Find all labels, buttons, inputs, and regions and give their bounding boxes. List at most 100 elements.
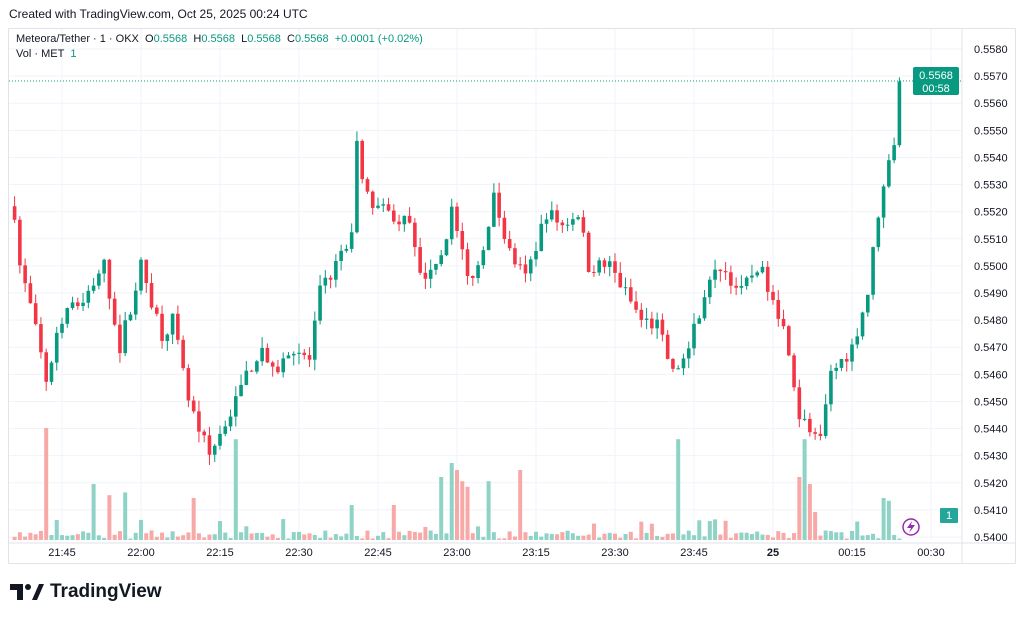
price-tick-label: 0.5480 <box>974 315 1008 327</box>
grid <box>9 29 1015 563</box>
volume-bar <box>681 534 686 540</box>
volume-bar <box>376 535 380 540</box>
volume-bar <box>676 439 681 540</box>
candle-body <box>660 319 665 335</box>
volume-bar <box>744 532 749 540</box>
volume-bar <box>170 531 175 540</box>
volume-bar <box>365 530 370 540</box>
candle-body <box>887 160 891 187</box>
volume-bar <box>602 533 607 540</box>
volume-bar <box>60 535 64 540</box>
candle-body <box>676 368 680 370</box>
volume-bar <box>792 533 797 540</box>
volume-bar <box>581 535 586 540</box>
volume-bar <box>297 531 301 540</box>
volume-bar <box>123 492 128 540</box>
candle-body <box>502 217 507 240</box>
candle-body <box>434 264 438 270</box>
volume-bar <box>734 533 739 540</box>
volume-bar <box>628 531 633 540</box>
candle-body <box>139 259 143 291</box>
volume-bar <box>771 537 775 540</box>
volume-bar <box>897 538 902 540</box>
volume-label[interactable]: Vol · MET <box>16 48 65 60</box>
candle-body <box>897 81 902 146</box>
candle-body <box>270 362 275 367</box>
volume-bar <box>423 526 428 540</box>
price-tick-label: 0.5420 <box>974 478 1008 490</box>
candle-body <box>228 416 233 427</box>
candle-body <box>455 206 459 231</box>
symbol-title[interactable]: Meteora/Tether · 1 · OKX <box>16 33 139 45</box>
volume-bar <box>486 481 491 540</box>
candle-body <box>471 276 475 279</box>
candle-body <box>702 297 707 319</box>
candle-body <box>523 264 528 274</box>
candle-body <box>881 186 886 218</box>
candle-body <box>23 265 27 284</box>
candle-body <box>323 277 328 286</box>
volume-bar <box>797 477 802 540</box>
candle-body <box>365 179 370 192</box>
volume-bar <box>218 521 222 540</box>
candle-body <box>370 191 375 208</box>
candle-body <box>655 319 659 329</box>
candle-body <box>149 283 154 308</box>
candles <box>12 77 902 465</box>
candle-body <box>776 300 781 319</box>
time-tick-label: 21:45 <box>48 547 76 559</box>
candle-body <box>144 259 149 284</box>
volume-bar <box>349 505 354 540</box>
volume-bar <box>507 531 512 540</box>
close-value: 0.5568 <box>294 33 329 45</box>
candle-body <box>381 204 386 206</box>
candle-body <box>718 269 723 272</box>
candle-body <box>49 362 54 382</box>
candle-body <box>507 239 512 249</box>
volume-value: 1 <box>70 48 77 60</box>
created-with-caption: Created with TradingView.com, Oct 25, 20… <box>9 7 308 21</box>
candle-body <box>481 250 486 266</box>
candle-body <box>234 396 238 417</box>
candle-body <box>276 366 280 373</box>
tradingview-logo[interactable]: TradingView <box>10 581 162 603</box>
volume-tag-value: 1 <box>946 510 952 522</box>
candle-body <box>207 435 212 455</box>
candle-body <box>18 219 22 266</box>
volume-bar <box>323 530 328 540</box>
candle-body <box>697 318 702 324</box>
candle-body <box>118 324 122 354</box>
time-tick-label: 23:30 <box>601 547 629 559</box>
volume-bar <box>455 470 459 540</box>
high-label: H <box>193 33 202 45</box>
candle-body <box>613 261 617 273</box>
candle-body <box>123 320 127 354</box>
volume-bar <box>860 535 865 540</box>
low-label: L <box>241 33 248 45</box>
time-tick-label: 25 <box>767 547 779 559</box>
volume-bar <box>160 532 165 540</box>
price-tick-label: 0.5410 <box>974 505 1008 517</box>
candle-body <box>565 224 570 226</box>
candle-body <box>407 215 412 223</box>
candle-body <box>781 318 786 327</box>
price-tick-label: 0.5470 <box>974 342 1008 354</box>
chart-frame <box>8 28 1016 564</box>
candle-body <box>860 312 865 337</box>
volume-bar <box>107 495 112 540</box>
candle-body <box>597 260 601 273</box>
price-tick-label: 0.5550 <box>974 125 1008 137</box>
volume-bar <box>33 534 38 540</box>
time-tick-label: 00:15 <box>838 547 866 559</box>
candle-body <box>813 432 817 434</box>
candle-body <box>91 285 96 291</box>
price-tick-label: 0.5530 <box>974 180 1008 192</box>
candle-body <box>518 264 522 266</box>
lightning-icon[interactable] <box>902 518 920 536</box>
volume-bar <box>260 532 265 540</box>
candle-body <box>876 217 881 248</box>
candle-body <box>634 301 638 310</box>
volume-bar <box>555 534 560 540</box>
candle-body <box>839 358 844 368</box>
